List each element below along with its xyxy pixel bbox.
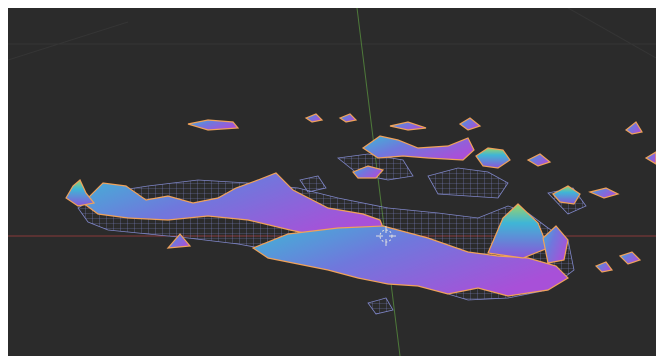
viewport-canvas[interactable] (8, 8, 656, 356)
viewport-grid (8, 8, 656, 61)
3d-cursor-icon[interactable] (376, 226, 396, 246)
terrain-mesh[interactable] (65, 113, 656, 297)
y-axis-line (356, 8, 401, 356)
3d-viewport[interactable] (8, 8, 656, 356)
